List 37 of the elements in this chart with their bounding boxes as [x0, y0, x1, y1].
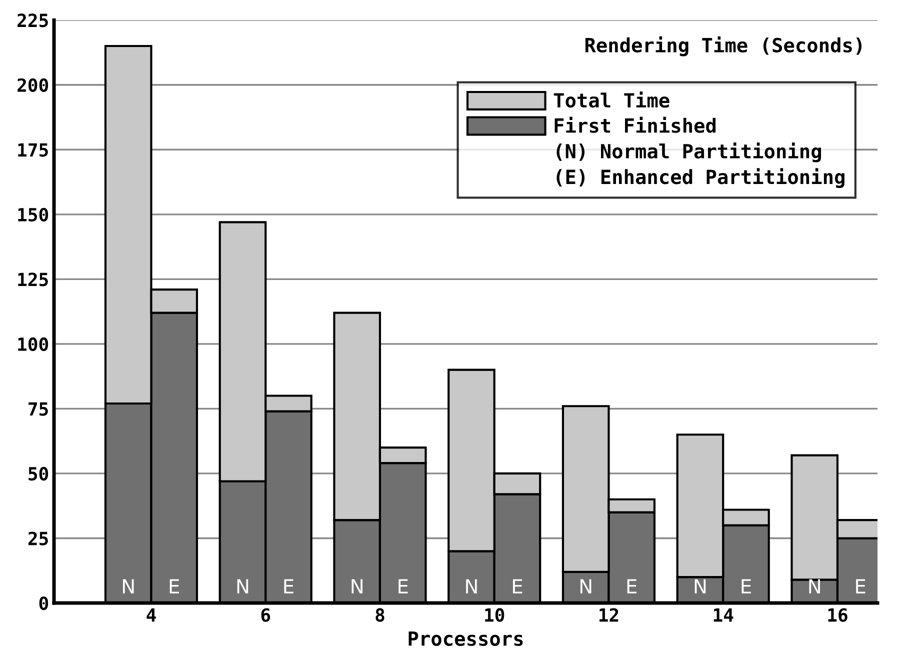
data-label: E — [512, 579, 522, 594]
data-label: N — [122, 579, 134, 594]
y-tick-label: 200 — [18, 78, 48, 92]
data-label: N — [237, 579, 248, 594]
data-label: E — [856, 579, 866, 594]
data-label: E — [742, 579, 751, 594]
x-tick-label: 16 — [828, 608, 848, 622]
data-label: N — [694, 579, 706, 594]
legend-label: Total Time — [554, 92, 670, 108]
y-tick-label: 150 — [18, 208, 48, 222]
data-label: N — [466, 579, 477, 594]
x-axis-title: Processors — [408, 631, 523, 646]
text: Rendering Time (Seconds) — [585, 36, 862, 56]
legend-label: First Finished — [554, 116, 716, 133]
annotation: (E) Enhanced Partitioning — [556, 168, 844, 188]
y-tick-label: 25 — [28, 532, 48, 546]
x-tick-label: 14 — [714, 608, 734, 622]
y-tick-label: 225 — [18, 14, 48, 28]
y-tick-label: 50 — [28, 466, 48, 481]
data-label: E — [170, 579, 179, 594]
x-tick-label: 6 — [261, 608, 270, 622]
y-tick-label: 175 — [18, 143, 48, 157]
data-label: E — [627, 579, 636, 594]
data-label: N — [352, 579, 362, 594]
data-label: N — [580, 579, 592, 594]
y-tick-label: 0 — [39, 596, 48, 610]
x-tick-label: 8 — [376, 608, 384, 622]
data-label: N — [809, 579, 820, 594]
annotation: (N) Normal Partitioning — [556, 142, 821, 162]
x-tick-label: 4 — [146, 608, 156, 622]
x-tick-label: 12 — [600, 608, 618, 622]
y-tick-label: 75 — [28, 402, 48, 416]
data-label: E — [284, 579, 294, 594]
y-tick-label: 100 — [18, 337, 48, 352]
x-tick-label: 10 — [485, 608, 504, 622]
data-label: E — [398, 579, 408, 594]
y-tick-label: 125 — [18, 272, 48, 286]
